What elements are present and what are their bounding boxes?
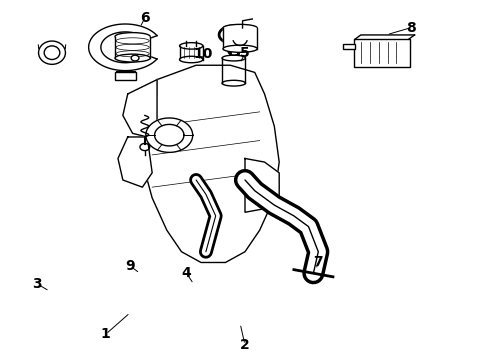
Text: 4: 4 [181, 266, 191, 280]
Text: 6: 6 [140, 11, 149, 25]
Text: 8: 8 [406, 21, 416, 35]
Ellipse shape [115, 33, 150, 41]
Text: 3: 3 [32, 277, 42, 291]
Ellipse shape [179, 42, 203, 49]
Ellipse shape [115, 54, 150, 62]
Polygon shape [223, 28, 257, 49]
Text: 9: 9 [125, 259, 135, 273]
Polygon shape [143, 65, 279, 262]
Text: 2: 2 [240, 338, 250, 352]
Ellipse shape [179, 56, 203, 63]
Ellipse shape [222, 55, 245, 61]
Ellipse shape [222, 80, 245, 86]
Ellipse shape [39, 41, 66, 64]
Text: 1: 1 [101, 327, 111, 341]
Polygon shape [89, 24, 157, 71]
Polygon shape [146, 118, 193, 152]
Polygon shape [118, 137, 152, 187]
FancyBboxPatch shape [354, 39, 410, 67]
Text: 7: 7 [314, 256, 323, 270]
Text: 10: 10 [194, 47, 213, 61]
Polygon shape [343, 44, 355, 49]
Polygon shape [115, 72, 136, 80]
Polygon shape [115, 37, 150, 58]
Polygon shape [123, 80, 157, 137]
Text: 5: 5 [240, 46, 250, 60]
Polygon shape [245, 158, 279, 212]
Ellipse shape [223, 45, 257, 52]
Circle shape [131, 55, 139, 61]
Ellipse shape [223, 24, 257, 32]
Ellipse shape [44, 46, 60, 59]
Polygon shape [155, 125, 184, 146]
